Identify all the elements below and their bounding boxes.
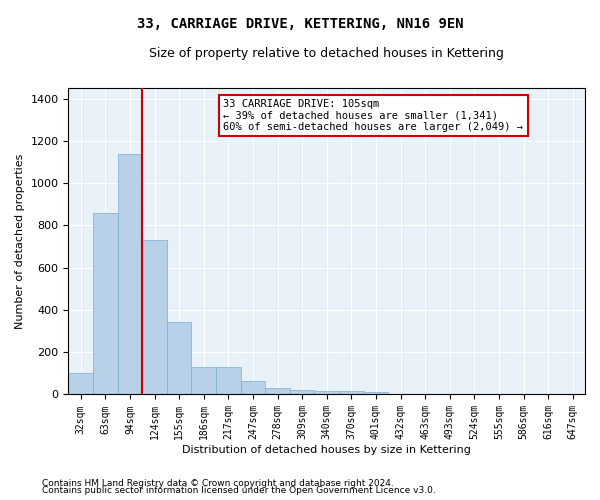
Text: Contains public sector information licensed under the Open Government Licence v3: Contains public sector information licen… — [42, 486, 436, 495]
Bar — [118, 154, 142, 394]
Bar — [339, 392, 364, 394]
Title: Size of property relative to detached houses in Kettering: Size of property relative to detached ho… — [149, 48, 504, 60]
Text: Contains HM Land Registry data © Crown copyright and database right 2024.: Contains HM Land Registry data © Crown c… — [42, 478, 394, 488]
Bar — [167, 322, 191, 394]
Y-axis label: Number of detached properties: Number of detached properties — [15, 154, 25, 329]
X-axis label: Distribution of detached houses by size in Kettering: Distribution of detached houses by size … — [182, 445, 471, 455]
Bar — [265, 388, 290, 394]
Bar — [142, 240, 167, 394]
Text: 33, CARRIAGE DRIVE, KETTERING, NN16 9EN: 33, CARRIAGE DRIVE, KETTERING, NN16 9EN — [137, 18, 463, 32]
Bar — [314, 392, 339, 394]
Bar — [290, 390, 314, 394]
Bar — [241, 382, 265, 394]
Text: 33 CARRIAGE DRIVE: 105sqm
← 39% of detached houses are smaller (1,341)
60% of se: 33 CARRIAGE DRIVE: 105sqm ← 39% of detac… — [223, 99, 523, 132]
Bar — [364, 392, 388, 394]
Bar — [216, 367, 241, 394]
Bar — [191, 367, 216, 394]
Bar — [93, 212, 118, 394]
Bar — [68, 374, 93, 394]
